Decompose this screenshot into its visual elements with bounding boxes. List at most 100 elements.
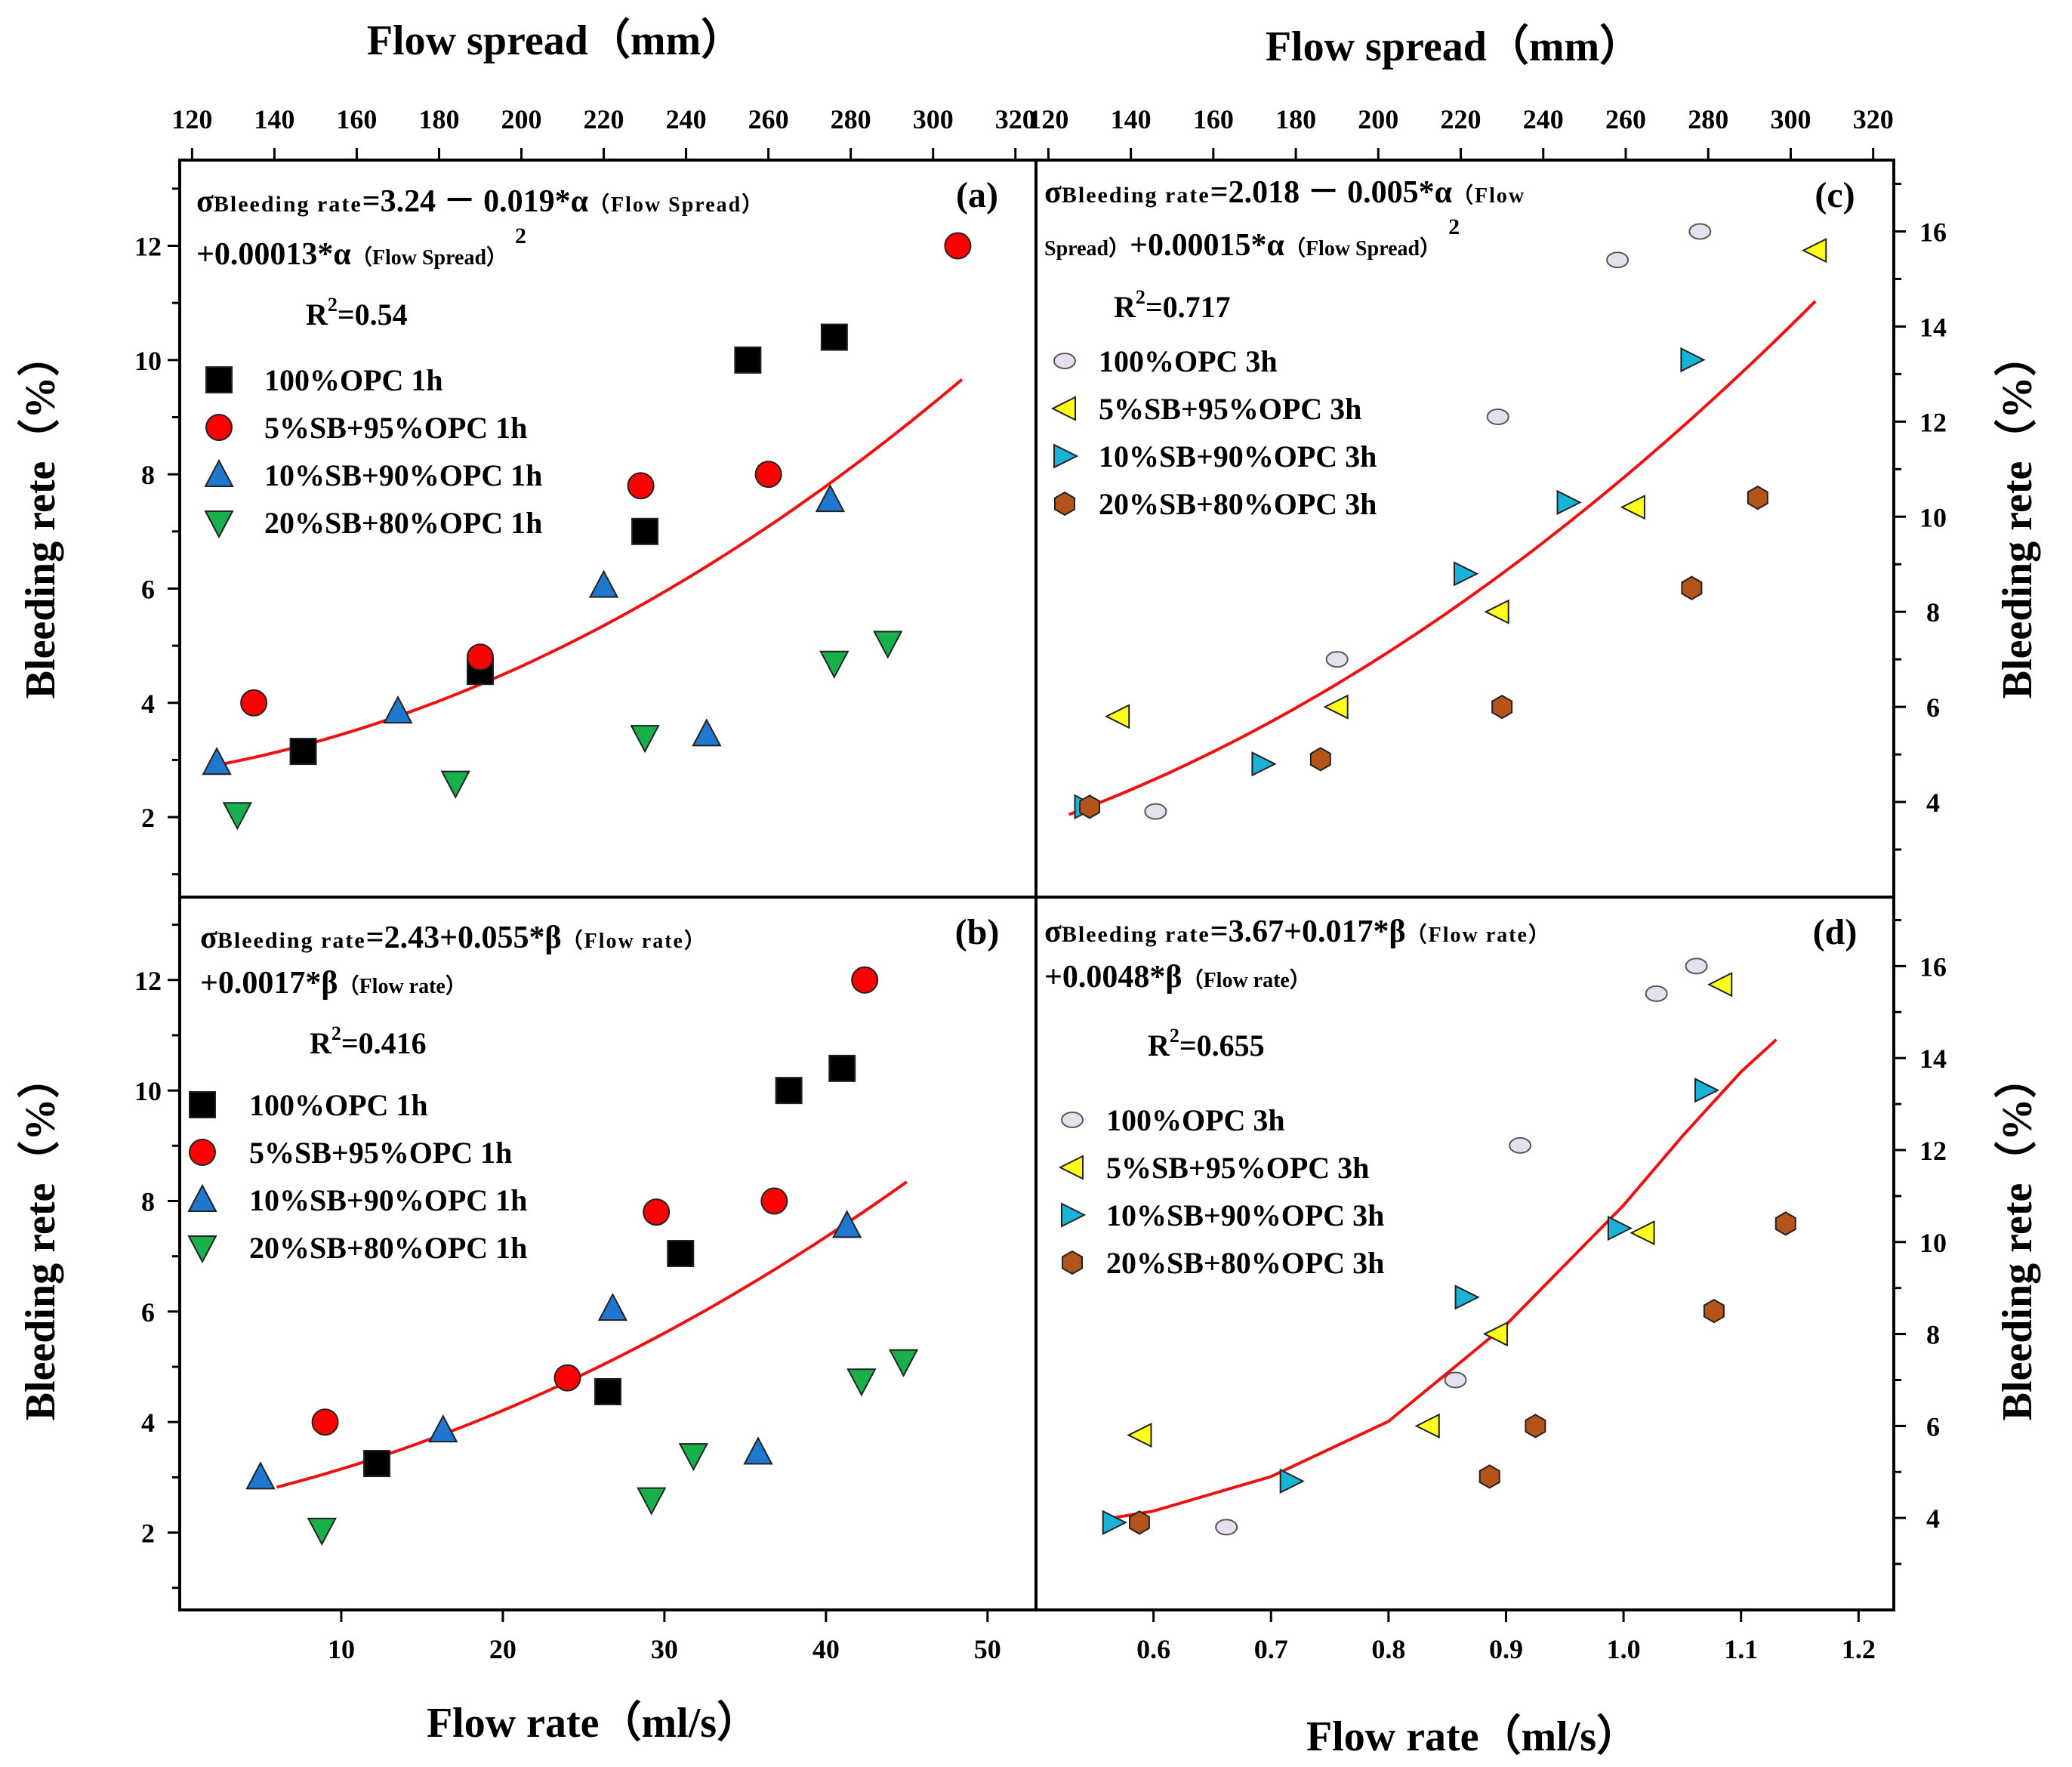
- data-point: [1251, 751, 1277, 777]
- x-tick-label: 300: [913, 104, 954, 134]
- data-point: [594, 1377, 621, 1405]
- equation-sigma: σ: [1044, 175, 1062, 210]
- bottom-axis-title-left: Flow rate（ml/s）: [427, 1699, 759, 1747]
- data-point: [1509, 1136, 1532, 1154]
- data-point: [1688, 223, 1712, 240]
- legend-label: 20%SB+80%OPC 3h: [1099, 487, 1377, 521]
- data-point: [1556, 489, 1582, 515]
- panel-label: (b): [955, 912, 1000, 952]
- r-value: =0.54: [338, 298, 408, 332]
- x-tick-label: 160: [336, 104, 377, 134]
- data-point: [1444, 1371, 1467, 1389]
- y-tick-label: 12: [134, 231, 162, 261]
- equation-main: =3.67+0.017*β: [1210, 914, 1406, 949]
- data-point: [1144, 803, 1167, 820]
- legend-label: 5%SB+95%OPC 3h: [1099, 392, 1361, 426]
- data-point: [828, 1054, 856, 1082]
- bottom-axis-title-right: Flow rate（ml/s）: [1306, 1713, 1639, 1760]
- panel-a: 120 140 160 180 200 220 240 260 280 300 320 2 4 6 8 10 1…: [134, 104, 1036, 876]
- y-tick-label: 4: [1926, 1503, 1940, 1534]
- y-tick-label: 4: [1926, 788, 1940, 818]
- equation-main: =3.24 － 0.019*α: [362, 184, 589, 219]
- data-point: [1486, 409, 1509, 426]
- data-point: [383, 695, 413, 724]
- panel-b: 10 20 30 40 50 2 4 6 8 10 12 (b) σBleeding rate=2.43…: [134, 912, 1001, 1664]
- y-tick-label: 12: [1919, 407, 1947, 437]
- data-point: [440, 770, 470, 799]
- legend-label: 20%SB+80%OPC 1h: [264, 506, 542, 540]
- data-point: [240, 689, 268, 717]
- x-tick-label: 280: [831, 104, 871, 134]
- x-tick-label: 240: [1523, 104, 1564, 134]
- panel-label: (d): [1813, 912, 1858, 952]
- data-point: [1484, 599, 1509, 624]
- x-tick-label: 320: [995, 104, 1036, 134]
- data-point: [311, 1408, 339, 1436]
- top-axis-title-right: Flow spread（mm）: [1266, 23, 1642, 70]
- legend-marker: [205, 366, 233, 393]
- legend-label: 5%SB+95%OPC 1h: [249, 1136, 512, 1170]
- x-tick-label: 0.9: [1489, 1634, 1523, 1664]
- legend-marker: [189, 1139, 216, 1166]
- legend-marker: [1054, 491, 1075, 517]
- data-point: [667, 1240, 695, 1267]
- legend-label: 10%SB+90%OPC 3h: [1099, 439, 1377, 473]
- y-tick-label: 12: [1919, 1136, 1947, 1166]
- legend-marker: [204, 458, 234, 487]
- legend-label: 10%SB+90%OPC 1h: [249, 1183, 527, 1217]
- y-tick-label: 6: [1926, 692, 1940, 723]
- x-tick-label: 1.1: [1724, 1634, 1758, 1664]
- data-point: [846, 1368, 877, 1397]
- legend-marker: [1050, 396, 1076, 421]
- equation-line-1: σBleeding rate=2.43+0.055*β（Flow rate）: [200, 921, 707, 955]
- legend-label: 20%SB+80%OPC 1h: [249, 1231, 527, 1265]
- data-point: [1104, 704, 1130, 729]
- y-tick-label: 8: [141, 460, 155, 490]
- x-tick-label: 1.0: [1607, 1634, 1641, 1664]
- equation-subscript: Bleeding rate: [1062, 922, 1210, 947]
- equation-subscript: （Flow Spread）: [351, 245, 507, 270]
- x-tick-label: 20: [489, 1634, 516, 1664]
- data-point: [466, 643, 494, 671]
- data-point: [1309, 747, 1331, 772]
- legend-marker: [1061, 1112, 1084, 1128]
- data-point: [775, 1077, 803, 1105]
- x-tick-label: 280: [1688, 104, 1728, 134]
- x-tick-label: 180: [418, 104, 459, 134]
- data-point: [1681, 575, 1703, 600]
- equation-subscript: （Flow rate）: [1182, 967, 1311, 992]
- data-point: [851, 966, 879, 994]
- data-point: [588, 569, 619, 598]
- y-tick-label: 2: [141, 1519, 155, 1549]
- x-tick-label: 220: [1441, 104, 1482, 134]
- fit-curve: [1068, 300, 1817, 816]
- data-point: [1454, 561, 1479, 587]
- legend-marker: [204, 510, 234, 539]
- legend-label: 100%OPC 3h: [1106, 1103, 1285, 1137]
- y-tick-label: 8: [1926, 597, 1940, 628]
- legend-label: 100%OPC 1h: [249, 1088, 428, 1122]
- data-point: [820, 323, 848, 351]
- data-point: [597, 1293, 628, 1321]
- x-tick-label: 320: [1853, 104, 1894, 134]
- data-point: [1694, 1078, 1720, 1103]
- data-point: [944, 232, 972, 260]
- data-point: [1079, 794, 1100, 819]
- r-squared: R2=0.717: [1114, 286, 1231, 324]
- equation-sigma: σ: [200, 921, 217, 955]
- left-axis-title-top: Bleeding rete（%）: [17, 335, 64, 699]
- data-point: [1279, 1468, 1305, 1494]
- equation-line-2: +0.0017*β（Flow rate）: [200, 966, 467, 1001]
- data-point: [1215, 1519, 1238, 1536]
- legend-marker: [1062, 1250, 1083, 1275]
- x-tick-label: 0.8: [1371, 1634, 1405, 1664]
- x-tick-label: 140: [254, 104, 294, 134]
- equation-subscript: Bleeding rate: [1062, 183, 1210, 208]
- panel-label: (c): [1815, 175, 1855, 215]
- x-tick-label: 120: [1028, 104, 1068, 134]
- equation-sigma: σ: [196, 184, 214, 219]
- y-tick-label: 14: [1919, 312, 1947, 342]
- r-letter: R: [306, 298, 328, 332]
- data-point: [1127, 1422, 1152, 1448]
